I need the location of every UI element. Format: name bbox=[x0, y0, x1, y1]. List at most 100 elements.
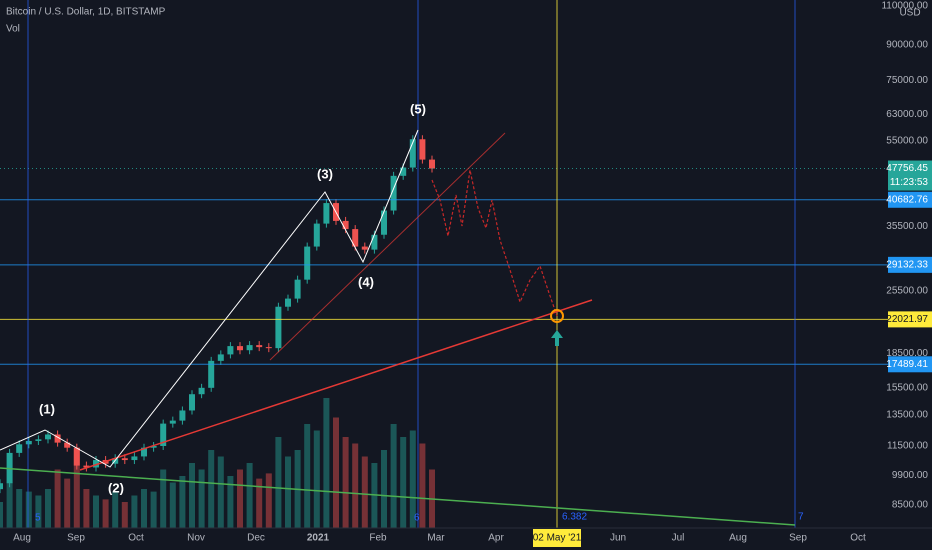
volume-bar bbox=[352, 443, 359, 528]
countdown: 11:23:53 bbox=[890, 177, 929, 188]
indicator-label: Vol bbox=[6, 24, 20, 35]
candle-body bbox=[323, 203, 330, 224]
wave-label: (1) bbox=[39, 401, 55, 416]
price-tag bbox=[888, 311, 932, 328]
symbol-title: Bitcoin / U.S. Dollar, 1D, BITSTAMP bbox=[6, 7, 166, 18]
candle-body bbox=[45, 434, 51, 440]
price-tick-label: 13500.00 bbox=[886, 409, 928, 420]
volume-bar bbox=[217, 456, 224, 528]
candle-body bbox=[121, 458, 128, 461]
candle-body bbox=[313, 223, 320, 247]
volume-bar bbox=[179, 476, 186, 528]
candle-body bbox=[390, 175, 397, 211]
volume-bar bbox=[313, 430, 320, 528]
volume-bar bbox=[16, 489, 23, 528]
volume-bar bbox=[323, 398, 330, 528]
volume-bar bbox=[275, 437, 282, 528]
price-tag-label: 29132.33 bbox=[886, 259, 928, 270]
volume-bar bbox=[265, 473, 272, 528]
candle-body bbox=[285, 298, 291, 307]
candle-body bbox=[131, 456, 138, 461]
candle-body bbox=[275, 306, 282, 349]
volume-bar bbox=[121, 502, 128, 528]
volume-bar bbox=[256, 478, 263, 528]
candle-body bbox=[160, 423, 167, 446]
volume-bar bbox=[189, 463, 195, 528]
candle-body bbox=[198, 387, 205, 395]
trendline bbox=[79, 299, 593, 471]
price-tag-label: 47756.45 bbox=[886, 163, 928, 174]
time-label: Dec bbox=[247, 533, 265, 544]
price-tick-label: 9900.00 bbox=[892, 470, 929, 481]
volume-bar bbox=[246, 463, 253, 528]
cursor-date: 02 May '21 bbox=[533, 533, 582, 544]
target-circle bbox=[550, 309, 564, 323]
price-tick-label: 35500.00 bbox=[886, 221, 928, 232]
candle-body bbox=[304, 246, 311, 280]
time-label: Apr bbox=[488, 533, 504, 544]
price-tick-label: 11500.00 bbox=[887, 441, 928, 452]
candle-body bbox=[265, 347, 272, 349]
price-tick-label: 15500.00 bbox=[886, 382, 928, 393]
candle-body bbox=[419, 139, 426, 160]
projection bbox=[431, 169, 558, 317]
candle-body bbox=[73, 447, 80, 466]
time-label: Sep bbox=[67, 533, 85, 544]
time-label: Aug bbox=[729, 533, 747, 544]
time-label: Mar bbox=[427, 533, 445, 544]
volume-bar bbox=[333, 417, 339, 528]
volume-bar bbox=[419, 443, 426, 528]
volume-bar bbox=[102, 499, 109, 528]
volume-bar bbox=[169, 482, 176, 528]
fib-label: 5 bbox=[35, 513, 41, 524]
candle-body bbox=[342, 220, 349, 230]
volume-bar bbox=[285, 456, 291, 528]
volume-bar bbox=[342, 437, 349, 528]
fib-label: 6.382 bbox=[562, 512, 587, 523]
candle-body bbox=[352, 229, 359, 247]
trendline bbox=[0, 467, 796, 526]
price-tick-label: 55000.00 bbox=[886, 136, 928, 147]
plot bbox=[0, 135, 888, 528]
candle-body bbox=[54, 434, 61, 443]
price-tick-label: 8500.00 bbox=[892, 500, 929, 511]
candle-body bbox=[35, 439, 42, 441]
wave-count bbox=[0, 129, 419, 468]
price-tag bbox=[888, 160, 932, 191]
fib-label: 7 bbox=[798, 512, 804, 523]
volume-bar bbox=[390, 424, 397, 528]
volume-bar bbox=[93, 495, 99, 528]
candle-body bbox=[16, 444, 23, 453]
volume-bar bbox=[304, 424, 311, 528]
candle-body bbox=[179, 410, 186, 421]
volume-bar bbox=[208, 450, 215, 528]
candle-body bbox=[208, 360, 215, 388]
fib-label: 6 bbox=[414, 513, 420, 524]
time-label: Nov bbox=[187, 533, 205, 544]
candle-body bbox=[371, 234, 378, 250]
candle-body bbox=[381, 210, 387, 235]
candle-body bbox=[409, 139, 416, 168]
volume-bar bbox=[35, 495, 42, 528]
volume-bar bbox=[45, 489, 51, 528]
volume-bar bbox=[160, 469, 167, 528]
candle-body bbox=[169, 420, 176, 424]
price-tick-label: 75000.00 bbox=[886, 75, 928, 86]
price-tag bbox=[888, 256, 932, 273]
currency: USD bbox=[899, 8, 920, 19]
candle-body bbox=[246, 345, 253, 351]
candle-body bbox=[150, 445, 157, 448]
price-tag bbox=[888, 356, 932, 373]
time-label: Jun bbox=[610, 533, 626, 544]
price-tag-label: 22021.97 bbox=[886, 314, 928, 325]
candle-body bbox=[400, 167, 407, 176]
wave-label: (4) bbox=[358, 274, 374, 289]
volume-bar bbox=[83, 489, 90, 528]
candle-body bbox=[93, 460, 99, 468]
volume-bar bbox=[150, 491, 157, 528]
candle-body bbox=[83, 465, 90, 468]
volume-bar bbox=[73, 450, 80, 528]
volume-bar bbox=[237, 469, 243, 528]
price-tag bbox=[888, 191, 932, 208]
wave-label: (2) bbox=[108, 480, 124, 495]
